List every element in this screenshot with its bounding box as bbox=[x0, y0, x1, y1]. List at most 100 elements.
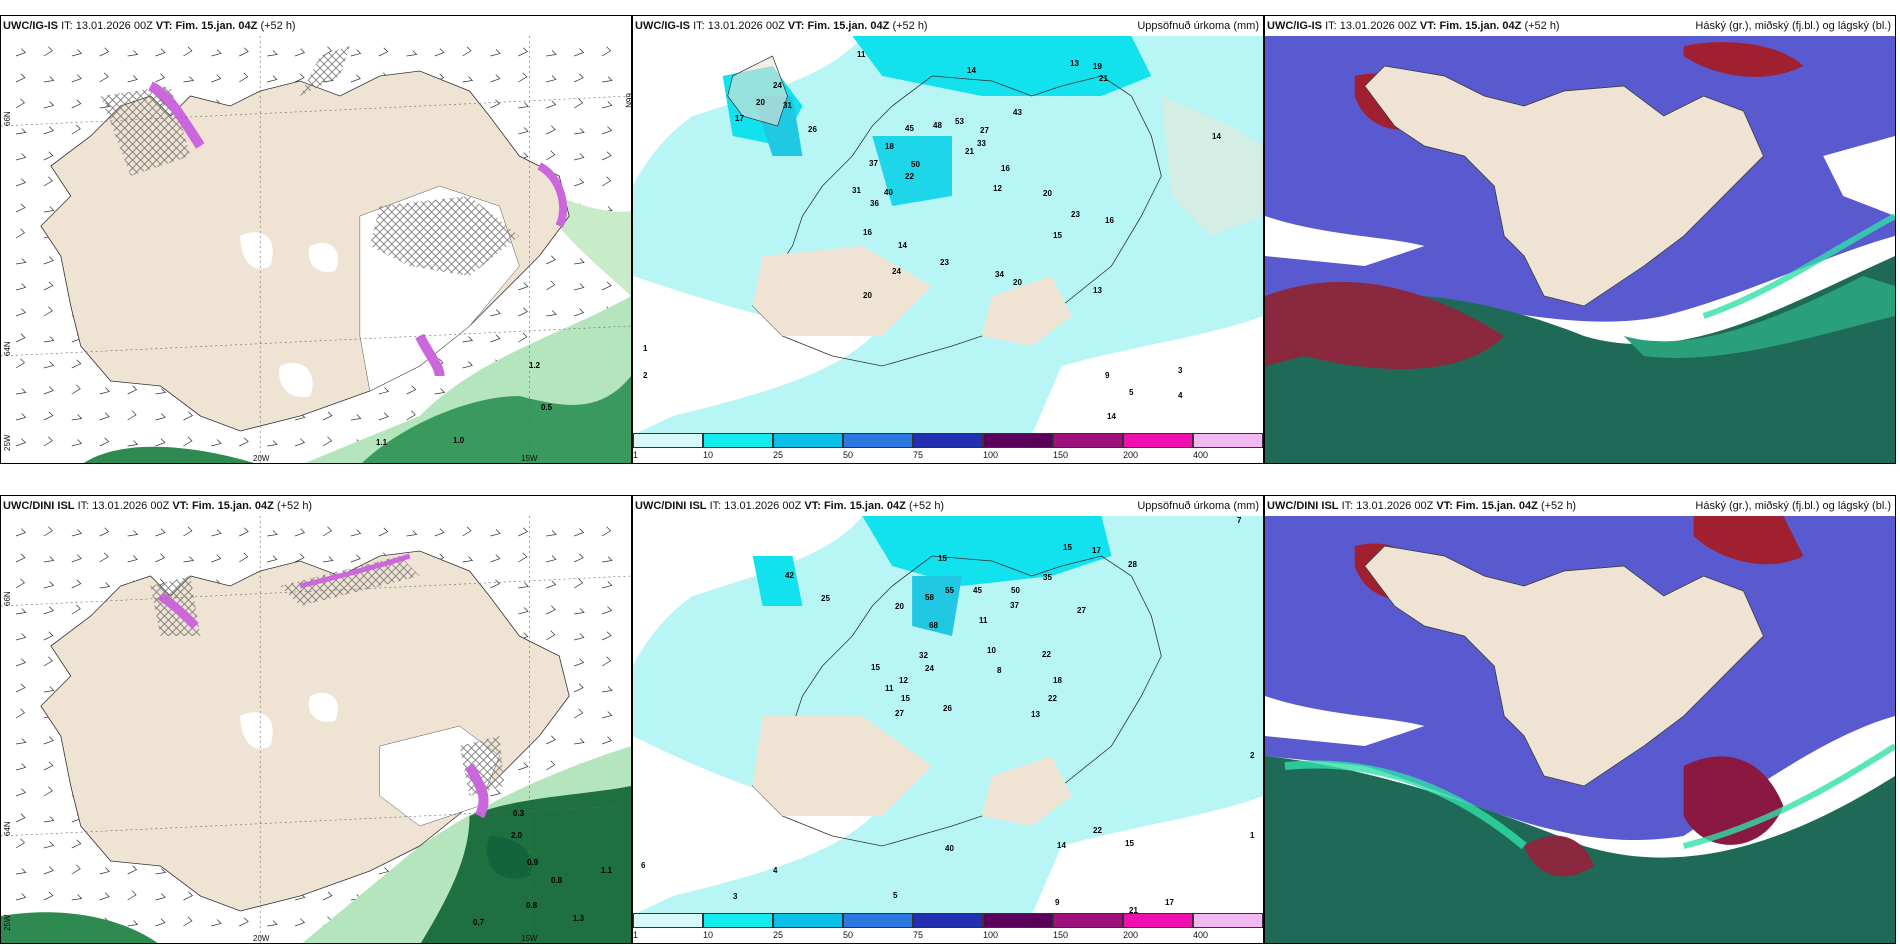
precip-map-bottom bbox=[633, 516, 1263, 915]
precip-value: 20 bbox=[756, 98, 765, 107]
precip-value: 43 bbox=[1013, 108, 1022, 117]
precip-value: 50 bbox=[1011, 586, 1020, 595]
precip-value: 22 bbox=[905, 172, 914, 181]
model-name: UWC/DINI ISL bbox=[635, 500, 707, 512]
precip-value: 4 bbox=[773, 866, 778, 875]
model-name: UWC/DINI ISL bbox=[1267, 500, 1339, 512]
precip-value: 24 bbox=[892, 267, 901, 276]
precip-value: 23 bbox=[940, 258, 949, 267]
lon-label: 20W bbox=[253, 934, 270, 943]
precip-value: 45 bbox=[973, 586, 982, 595]
lat-label: 66N bbox=[3, 591, 12, 606]
precip-title: Uppsöfnuð úrkoma (mm) bbox=[1137, 500, 1259, 512]
precip-value: 26 bbox=[808, 125, 817, 134]
precip-value: 3 bbox=[733, 892, 738, 901]
vt-label: VT: Fim. 15.jan. 04Z bbox=[1436, 500, 1538, 512]
precip-value: 1 bbox=[643, 344, 648, 353]
precip-value: 20 bbox=[1013, 278, 1022, 287]
wind-value: 2.0 bbox=[511, 831, 523, 840]
precip-value: 9 bbox=[1055, 898, 1060, 907]
precip-value: 15 bbox=[1063, 543, 1072, 552]
wind-value: 1.1 bbox=[601, 866, 613, 875]
it-value: 13.01.2026 00Z bbox=[1356, 500, 1434, 512]
legend-label: 200 bbox=[1123, 450, 1139, 460]
precip-value: 15 bbox=[1125, 839, 1134, 848]
precip-value: 24 bbox=[925, 664, 934, 673]
precip-value: 15 bbox=[871, 663, 880, 672]
precip-value: 20 bbox=[1043, 189, 1052, 198]
vt-label: VT: Fim. 15.jan. 04Z bbox=[1419, 20, 1522, 32]
wind-map-bottom bbox=[1, 516, 631, 943]
legend-label: 1 bbox=[633, 930, 639, 940]
precip-value: 14 bbox=[898, 241, 907, 250]
legend-swatch bbox=[703, 433, 773, 448]
precip-value: 22 bbox=[1042, 650, 1051, 659]
precip-panel-top: UWC/IG-IS IT: 13.01.2026 00Z VT: Fim. 15… bbox=[632, 15, 1264, 464]
legend-label: 150 bbox=[1053, 930, 1069, 940]
panel-title-top-left: UWC/IG-IS IT: 13.01.2026 00Z VT: Fim. 15… bbox=[3, 20, 296, 32]
wind-value: 1.3 bbox=[573, 914, 585, 923]
legend-label: 400 bbox=[1193, 450, 1209, 460]
precip-legend: 1 10 25 50 75 100 150 200 400 bbox=[633, 913, 1263, 943]
wind-precip-panel-top: UWC/IG-IS IT: 13.01.2026 00Z VT: Fim. 15… bbox=[0, 15, 632, 464]
precip-value: 11 bbox=[885, 684, 894, 693]
precip-value: 21 bbox=[1129, 906, 1138, 915]
wind-value: 0.3 bbox=[513, 809, 525, 818]
wind-value: 0.7 bbox=[473, 918, 485, 927]
wind-value: 1.0 bbox=[453, 436, 465, 445]
lon-label: 25W bbox=[3, 434, 12, 451]
lat-label: 64N bbox=[3, 821, 12, 836]
it-label: IT: bbox=[1325, 20, 1337, 32]
precip-value: 34 bbox=[995, 270, 1004, 279]
lead-time: (+52 h) bbox=[908, 500, 945, 512]
precip-value: 24 bbox=[773, 81, 782, 90]
vt-label: VT: Fim. 15.jan. 04Z bbox=[787, 20, 890, 32]
wind-value: 0.8 bbox=[551, 876, 563, 885]
legend-label: 50 bbox=[843, 930, 854, 940]
legend-label: 75 bbox=[913, 930, 924, 940]
precip-value: 6 bbox=[641, 861, 646, 870]
legend-swatch bbox=[1053, 913, 1123, 928]
precip-value: 35 bbox=[1043, 573, 1052, 582]
legend-label: 1 bbox=[633, 450, 639, 460]
precip-value: 31 bbox=[783, 101, 792, 110]
panel-title-bottom-right: UWC/DINI ISL IT: 13.01.2026 00Z VT: Fim.… bbox=[1267, 500, 1576, 512]
precip-value: 14 bbox=[1057, 841, 1066, 850]
precip-value: 21 bbox=[965, 147, 974, 156]
precip-value: 15 bbox=[901, 694, 910, 703]
vt-label: VT: Fim. 15.jan. 04Z bbox=[172, 500, 274, 512]
precip-title: Uppsöfnuð úrkoma (mm) bbox=[1137, 20, 1259, 32]
precip-value: 40 bbox=[945, 844, 954, 853]
precip-value: 17 bbox=[1165, 898, 1174, 907]
precip-value: 10 bbox=[987, 646, 996, 655]
legend-swatch bbox=[1123, 433, 1193, 448]
precip-value: 32 bbox=[919, 651, 928, 660]
precip-map-top bbox=[633, 36, 1263, 435]
model-name: UWC/IG-IS bbox=[1267, 20, 1322, 32]
precip-value: 37 bbox=[1010, 601, 1019, 610]
precip-value: 7 bbox=[1237, 516, 1242, 525]
precip-value: 58 bbox=[925, 593, 934, 602]
it-value: 13.01.2026 00Z bbox=[92, 500, 170, 512]
precip-value: 50 bbox=[911, 160, 920, 169]
it-label: IT: bbox=[709, 500, 722, 512]
precip-value: 31 bbox=[852, 186, 861, 195]
it-label: IT: bbox=[1341, 500, 1354, 512]
lead-time: (+52 h) bbox=[1524, 20, 1560, 32]
precip-value: 21 bbox=[1099, 74, 1108, 83]
precip-value: 45 bbox=[905, 124, 914, 133]
precip-value: 16 bbox=[863, 228, 872, 237]
legend-swatch bbox=[843, 913, 913, 928]
precip-value: 27 bbox=[980, 126, 989, 135]
precip-value: 22 bbox=[1048, 694, 1057, 703]
precip-value: 14 bbox=[1107, 412, 1116, 421]
legend-label: 25 bbox=[773, 450, 784, 460]
precip-value: 26 bbox=[943, 704, 952, 713]
precip-value: 40 bbox=[884, 188, 893, 197]
precip-panel-bottom: UWC/DINI ISL IT: 13.01.2026 00Z VT: Fim.… bbox=[632, 495, 1264, 944]
wind-value: 0.9 bbox=[527, 858, 539, 867]
precip-value: 27 bbox=[1077, 606, 1086, 615]
vt-label: VT: Fim. 15.jan. 04Z bbox=[155, 20, 258, 32]
precip-value: 28 bbox=[1128, 560, 1137, 569]
precip-value: 14 bbox=[967, 66, 976, 75]
